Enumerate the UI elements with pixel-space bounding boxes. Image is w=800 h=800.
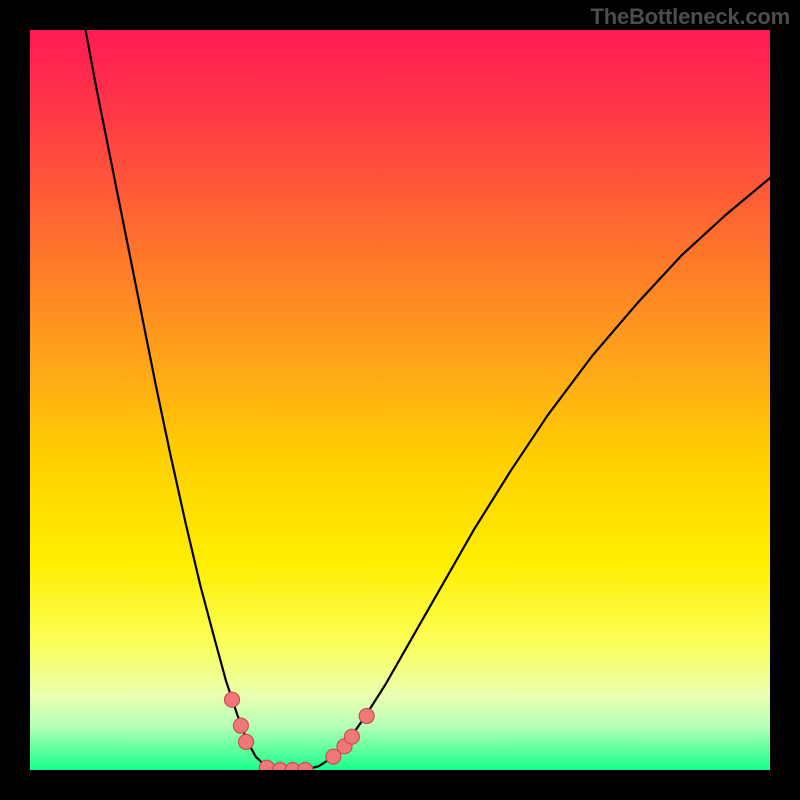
watermark-text: TheBottleneck.com — [590, 4, 790, 30]
marker-point — [259, 760, 274, 770]
chart-frame: TheBottleneck.com — [0, 0, 800, 800]
plot-area — [30, 30, 770, 770]
marker-point — [359, 708, 374, 723]
marker-point — [344, 729, 359, 744]
marker-point — [239, 734, 254, 749]
marker-point — [233, 718, 248, 733]
bottleneck-curve-chart — [30, 30, 770, 770]
marker-point — [225, 692, 240, 707]
